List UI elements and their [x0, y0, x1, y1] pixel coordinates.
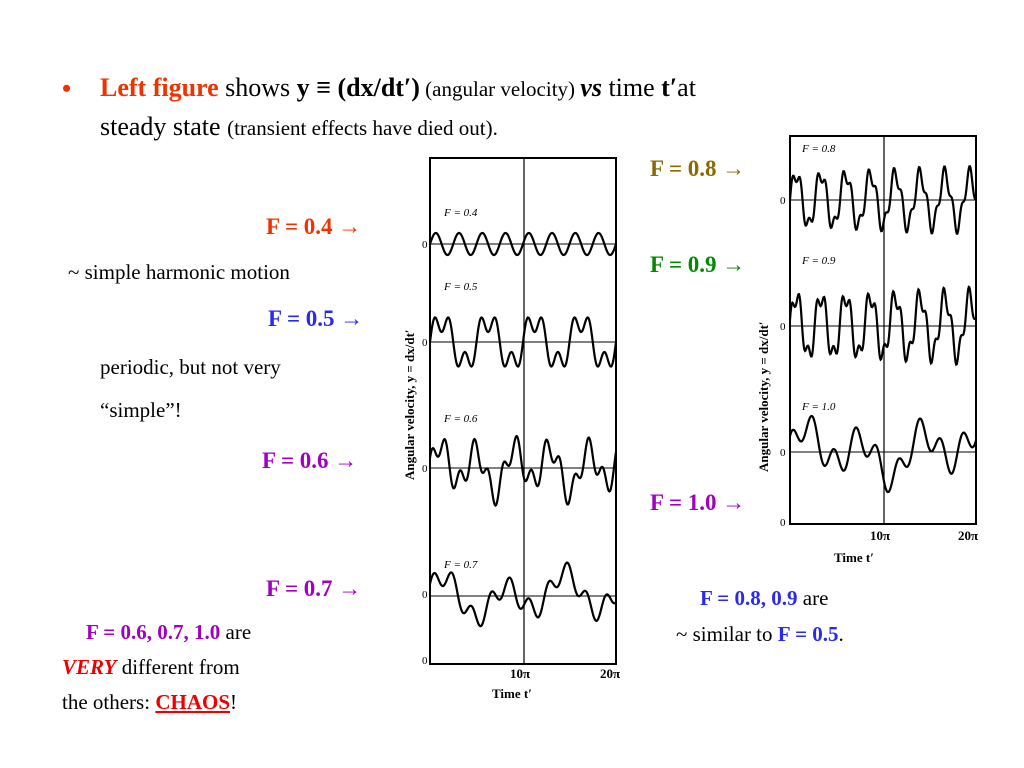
- right-figure-xlabel: Time t′: [834, 550, 874, 565]
- right-tick-20pi: 20π: [958, 528, 978, 543]
- exclamation: !: [230, 690, 237, 714]
- note-chaos-line-1: F = 0.6, 0.7, 1.0 are: [86, 620, 251, 645]
- time-text: time: [601, 73, 662, 102]
- left-zero-3: 0: [422, 463, 428, 475]
- left-panel-label-1: F = 0.4: [443, 207, 478, 219]
- left-zero-1: 0: [422, 239, 428, 251]
- left-figure-frame: [429, 157, 617, 665]
- left-tick-20pi: 20π: [600, 666, 620, 681]
- right-zero-bottom: 0: [780, 517, 786, 529]
- left-panel-1-waveform: [428, 231, 618, 257]
- label-f05: F = 0.5 →: [268, 306, 364, 331]
- chaos-text: CHAOS: [155, 690, 230, 714]
- vs-text: vs: [580, 73, 602, 102]
- note-shm: ~ simple harmonic motion: [68, 260, 290, 284]
- left-panel-label-4: F = 0.7: [443, 559, 478, 571]
- right-zero-2: 0: [780, 321, 786, 333]
- chaos-f-values: F = 0.6, 0.7, 1.0: [86, 620, 221, 644]
- similar-f05: F = 0.5: [777, 622, 839, 646]
- right-panel-label-2: F = 0.9: [801, 255, 836, 267]
- left-figure: Angular velocity, y = dx/dt′ 10π 20π Tim…: [402, 157, 620, 701]
- similar-are: are: [797, 586, 829, 610]
- chaos-are: are: [220, 620, 252, 644]
- intro-line-2: steady state (transient effects have die…: [100, 112, 498, 142]
- intro-line-1: Left figure shows y ≡ (dx/dt′) (angular …: [100, 73, 696, 103]
- at-text: at: [677, 73, 696, 102]
- right-figure: Angular velocity, y = dx/dt′ 10π 20π Tim…: [756, 135, 978, 565]
- right-panel-1-waveform: [788, 165, 977, 235]
- left-tick-10pi: 10π: [510, 666, 530, 681]
- right-figure-ylabel: Angular velocity, y = dx/dt′: [756, 321, 771, 472]
- similar-to-text: ~ similar to: [676, 622, 778, 646]
- steady-state-text: steady state: [100, 112, 228, 141]
- note-periodic-2: “simple”!: [100, 398, 182, 422]
- right-panel-2-waveform: [788, 285, 977, 367]
- left-panel-3-waveform: [428, 435, 618, 507]
- label-f09: F = 0.9 →: [650, 252, 746, 277]
- left-panel-4-waveform: [428, 561, 617, 628]
- different-text: different from: [116, 655, 240, 679]
- very-text: VERY: [62, 655, 117, 679]
- others-text: the others:: [62, 690, 156, 714]
- label-f10: F = 1.0 →: [650, 490, 746, 515]
- left-figure-xlabel: Time t′: [492, 686, 532, 701]
- label-f06: F = 0.6 →: [262, 448, 358, 473]
- left-zero-2: 0: [422, 337, 428, 349]
- label-f04: F = 0.4 →: [266, 214, 362, 239]
- bullet-marker: •: [62, 74, 72, 103]
- label-f08: F = 0.8 →: [650, 156, 746, 181]
- left-panel-label-2: F = 0.5: [443, 281, 478, 293]
- left-zero-4: 0: [422, 589, 428, 601]
- note-similar-line-2: ~ similar to F = 0.5.: [676, 622, 844, 647]
- t-prime-text: t′: [661, 73, 678, 102]
- angular-velocity-text: (angular velocity): [419, 77, 581, 101]
- transient-text: (transient effects have died out).: [227, 116, 498, 140]
- similar-period: .: [838, 622, 844, 646]
- y-definition: y ≡ (dx/dt′): [296, 73, 420, 102]
- left-panel-label-3: F = 0.6: [443, 413, 478, 425]
- right-figure-frame: [789, 135, 977, 525]
- note-similar-line-1: F = 0.8, 0.9 are: [700, 586, 828, 611]
- left-figure-text: Left figure: [100, 73, 219, 102]
- left-zero-bottom: 0: [422, 655, 428, 667]
- right-panel-label-1: F = 0.8: [801, 143, 836, 155]
- right-panel-label-3: F = 1.0: [801, 401, 836, 413]
- right-tick-10pi: 10π: [870, 528, 890, 543]
- left-figure-ylabel: Angular velocity, y = dx/dt′: [402, 329, 417, 480]
- right-zero-3: 0: [780, 447, 786, 459]
- label-f07: F = 0.7 →: [266, 576, 362, 601]
- right-zero-1: 0: [780, 195, 786, 207]
- left-panel-2-waveform: [428, 316, 618, 368]
- note-chaos-line-2: VERY different from: [62, 655, 240, 680]
- note-chaos-line-3: the others: CHAOS!: [62, 690, 237, 715]
- similar-f-values: F = 0.8, 0.9: [700, 586, 798, 610]
- right-panel-3-waveform: [788, 414, 978, 494]
- note-periodic-1: periodic, but not very: [100, 355, 281, 379]
- shows-text: shows: [218, 73, 297, 102]
